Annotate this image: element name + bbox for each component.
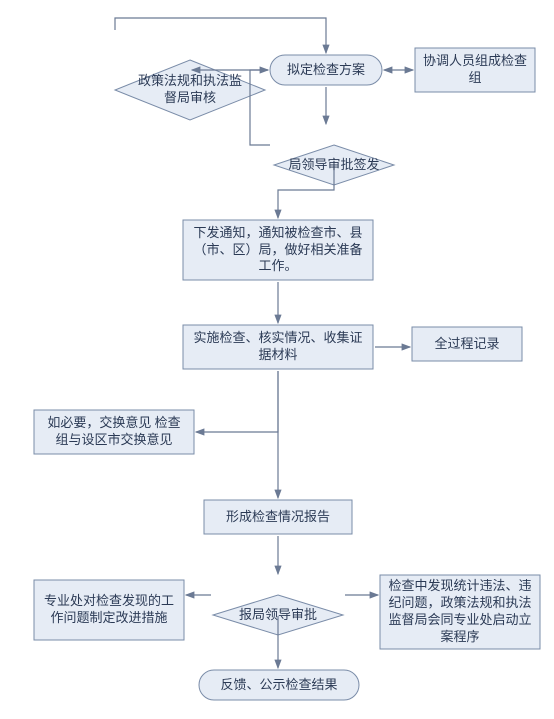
label-exchange: 如必要，交换意见 检查组与设区市交换意见 [34, 410, 194, 454]
label-plan: 拟定检查方案 [270, 55, 382, 85]
edge-inspect-exchange [196, 371, 278, 432]
edge-review-plan [115, 18, 326, 53]
label-report: 形成检查情况报告 [204, 500, 352, 534]
label-notice: 下发通知，通知被检查市、县（市、区）局，做好相关准备工作。 [183, 220, 373, 280]
label-prof: 专业处对检查发现的工作问题制定改进措施 [34, 580, 184, 640]
label-review: 政策法规和执法监督局审核 [115, 60, 265, 120]
label-feedback: 反馈、公示检查结果 [199, 670, 359, 700]
label-submit: 报局领导审批 [213, 595, 343, 635]
label-coord: 协调人员组成检查组 [415, 48, 535, 92]
label-approve: 局领导审批签发 [274, 145, 394, 185]
label-record: 全过程记录 [412, 327, 522, 361]
label-case: 检查中发现统计违法、违纪问题，政策法规和执法监督局会同专业处启动立案程序 [380, 575, 540, 649]
label-inspect: 实施检查、核实情况、收集证据材料 [183, 325, 373, 369]
